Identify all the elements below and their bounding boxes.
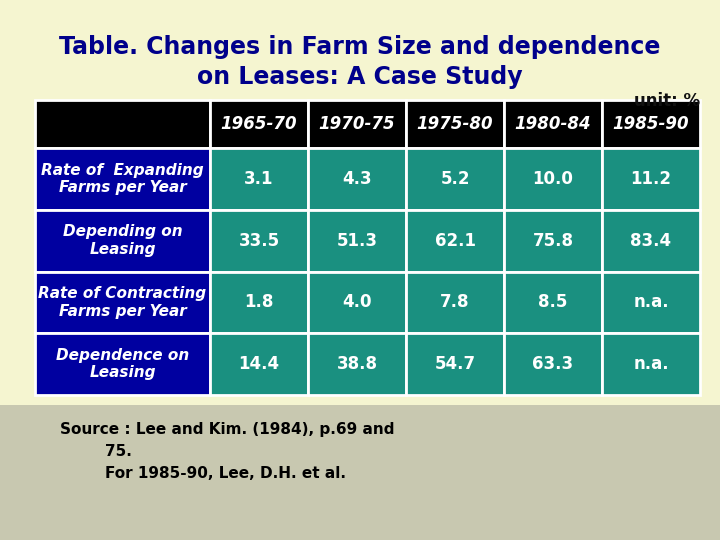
Bar — [504, 272, 602, 333]
Bar — [210, 148, 308, 210]
Text: 10.0: 10.0 — [533, 170, 573, 188]
Text: n.a.: n.a. — [633, 293, 669, 312]
Text: 75.: 75. — [105, 444, 132, 459]
Text: 7.8: 7.8 — [440, 293, 469, 312]
Text: 4.0: 4.0 — [342, 293, 372, 312]
Bar — [602, 272, 700, 333]
Bar — [406, 272, 504, 333]
Text: 38.8: 38.8 — [336, 355, 377, 373]
Text: Dependence on
Leasing: Dependence on Leasing — [56, 348, 189, 380]
Text: 5.2: 5.2 — [440, 170, 469, 188]
Bar — [35, 148, 210, 210]
Text: For 1985-90, Lee, D.H. et al.: For 1985-90, Lee, D.H. et al. — [105, 466, 346, 481]
Text: 4.3: 4.3 — [342, 170, 372, 188]
Text: 63.3: 63.3 — [532, 355, 574, 373]
Text: 14.4: 14.4 — [238, 355, 279, 373]
Bar — [210, 100, 308, 148]
Bar — [0, 405, 720, 540]
Bar — [602, 148, 700, 210]
Text: 51.3: 51.3 — [336, 232, 377, 249]
Text: 33.5: 33.5 — [238, 232, 279, 249]
Text: 1975-80: 1975-80 — [417, 115, 493, 133]
Text: 54.7: 54.7 — [434, 355, 476, 373]
Bar — [210, 272, 308, 333]
Text: 3.1: 3.1 — [244, 170, 274, 188]
Text: Depending on
Leasing: Depending on Leasing — [63, 225, 182, 257]
Text: Source : Lee and Kim. (1984), p.69 and: Source : Lee and Kim. (1984), p.69 and — [60, 422, 395, 437]
Bar — [308, 272, 406, 333]
Bar — [602, 333, 700, 395]
Text: Table. Changes in Farm Size and dependence: Table. Changes in Farm Size and dependen… — [59, 35, 661, 59]
Bar — [406, 210, 504, 272]
Text: n.a.: n.a. — [633, 355, 669, 373]
Bar — [35, 333, 210, 395]
Bar — [35, 272, 210, 333]
Text: 1.8: 1.8 — [244, 293, 274, 312]
Text: 1965-70: 1965-70 — [221, 115, 297, 133]
Text: 1970-75: 1970-75 — [319, 115, 395, 133]
Bar — [504, 210, 602, 272]
Text: 1985-90: 1985-90 — [613, 115, 689, 133]
Bar — [406, 100, 504, 148]
Bar — [210, 210, 308, 272]
Text: on Leases: A Case Study: on Leases: A Case Study — [197, 65, 523, 89]
Bar — [308, 148, 406, 210]
Bar — [602, 100, 700, 148]
Text: 75.8: 75.8 — [533, 232, 574, 249]
Text: 62.1: 62.1 — [434, 232, 475, 249]
Text: unit: %: unit: % — [634, 92, 700, 110]
Text: 1980-84: 1980-84 — [515, 115, 591, 133]
Bar — [504, 333, 602, 395]
Bar — [35, 210, 210, 272]
Bar — [504, 148, 602, 210]
Bar — [602, 210, 700, 272]
Bar — [308, 210, 406, 272]
Text: 8.5: 8.5 — [539, 293, 567, 312]
Text: Rate of  Expanding
Farms per Year: Rate of Expanding Farms per Year — [41, 163, 204, 195]
Bar — [406, 333, 504, 395]
Bar — [406, 148, 504, 210]
Text: 11.2: 11.2 — [631, 170, 672, 188]
Bar — [35, 100, 210, 148]
Bar — [308, 333, 406, 395]
Bar — [308, 100, 406, 148]
Text: 83.4: 83.4 — [631, 232, 672, 249]
Bar — [504, 100, 602, 148]
Text: Rate of Contracting
Farms per Year: Rate of Contracting Farms per Year — [38, 286, 207, 319]
Bar — [210, 333, 308, 395]
